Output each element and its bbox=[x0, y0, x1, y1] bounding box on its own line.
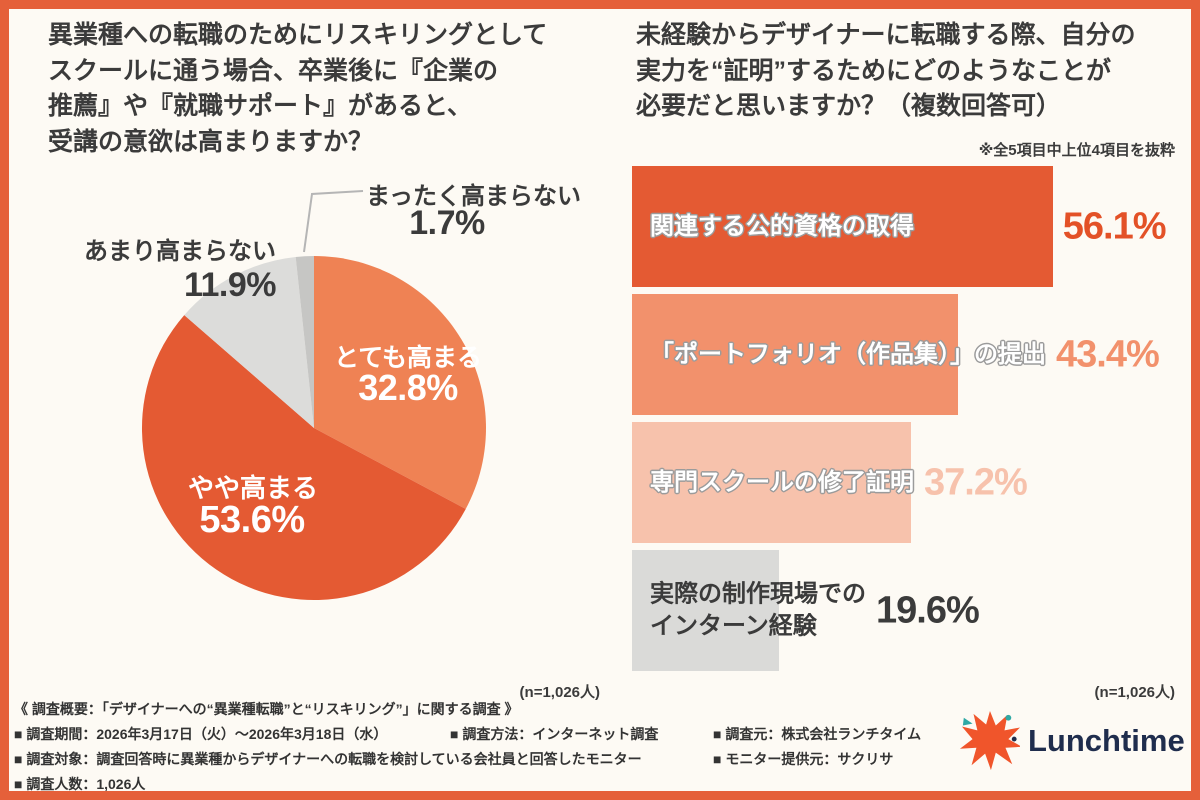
bar-row: 「ポートフォリオ（作品集）」の提出 43.4% bbox=[632, 294, 1180, 415]
survey-method: ■ 調査方法：インターネット調査 bbox=[450, 726, 659, 742]
bar-row: 実際の制作現場での インターン経験 19.6% bbox=[632, 550, 1180, 671]
bar-category-label: 「ポートフォリオ（作品集）」の提出 bbox=[650, 340, 1046, 368]
survey-target: ■ 調査対象：調査回答時に異業種からデザイナーへの転職を検討している会社員と回答… bbox=[14, 751, 642, 767]
bar-sample-size: (n=1,026人) bbox=[1094, 684, 1175, 701]
bar-value-label: 19.6% bbox=[876, 589, 980, 631]
pie-value-not-at-all: 1.7% bbox=[409, 204, 485, 242]
pie-slice-1 bbox=[141, 315, 466, 601]
bar-fill bbox=[632, 422, 911, 543]
bar-category-label: 関連する公的資格の取得 bbox=[650, 212, 914, 240]
leader-line-not-at-all bbox=[303, 190, 364, 253]
bar-fill bbox=[632, 166, 1053, 287]
logo-text: Lunchtime bbox=[1028, 723, 1185, 758]
survey-footer: 《 調査概要：「デザイナーへの“異業種転職”と“リスキリング”」に関する調査 》… bbox=[14, 699, 959, 794]
pie-label-very-much: とても高まる bbox=[333, 344, 482, 372]
bar-value-label: 37.2% bbox=[924, 461, 1028, 503]
survey-respondent-count: ■ 調査人数：1,026人 bbox=[14, 776, 146, 792]
bar-question-title: 未経験からデザイナーに転職する際、自分の 実力を“証明”するためにどのようなこと… bbox=[636, 21, 1136, 120]
bar-row: 専門スクールの修了証明 37.2% bbox=[632, 422, 1180, 543]
bar-row: 関連する公的資格の取得 56.1% bbox=[632, 166, 1180, 287]
pie-value-not-much: 11.9% bbox=[183, 266, 277, 304]
survey-period: ■ 調査期間：2026年3月17日（火）〜2026年3月18日（水） bbox=[14, 726, 388, 742]
pie-slice-2 bbox=[184, 256, 314, 428]
excerpt-note: ※全5項目中上位4項目を抜粋 bbox=[978, 142, 1175, 159]
bar-value-label: 56.1% bbox=[1062, 205, 1167, 247]
bar-chart: 関連する公的資格の取得 56.1% 「ポートフォリオ（作品集）」の提出 43.4% 専門… bbox=[632, 166, 1180, 678]
survey-overview: 《 調査概要：「デザイナーへの“異業種転職”と“リスキリング”」に関する調査 》 bbox=[14, 701, 519, 717]
pie-slice-0 bbox=[314, 256, 486, 509]
starburst-logo-icon bbox=[959, 710, 1020, 771]
survey-source: ■ 調査元：株式会社ランチタイム bbox=[713, 726, 922, 742]
pie-label-not-at-all: まったく高まらない bbox=[366, 183, 582, 210]
pie-slice-3 bbox=[295, 256, 314, 428]
bar-category-label: 実際の制作現場での インターン経験 bbox=[650, 580, 866, 640]
pie-label-not-much: あまり高まらない bbox=[84, 238, 276, 265]
bar-category-label: 専門スクールの修了証明 bbox=[650, 468, 914, 496]
bar-fill bbox=[632, 550, 779, 671]
lunchtime-logo: Lunchtime bbox=[958, 708, 1185, 774]
bar-value-label: 43.4% bbox=[1056, 333, 1160, 375]
pie-value-somewhat: 53.6% bbox=[199, 499, 305, 541]
pie-label-somewhat: やや高まる bbox=[187, 473, 318, 503]
pie-sample-size: (n=1,026人) bbox=[519, 684, 600, 701]
pie-value-very-much: 32.8% bbox=[358, 367, 458, 408]
pie-question-title: 異業種への転職のためにリスキリングとして スクールに通う場合、卒業後に『企業の … bbox=[48, 21, 548, 156]
bar-fill bbox=[632, 294, 958, 415]
survey-monitor-provider: ■ モニター提供元：サクリサ bbox=[713, 751, 894, 767]
pie-chart bbox=[141, 190, 486, 601]
